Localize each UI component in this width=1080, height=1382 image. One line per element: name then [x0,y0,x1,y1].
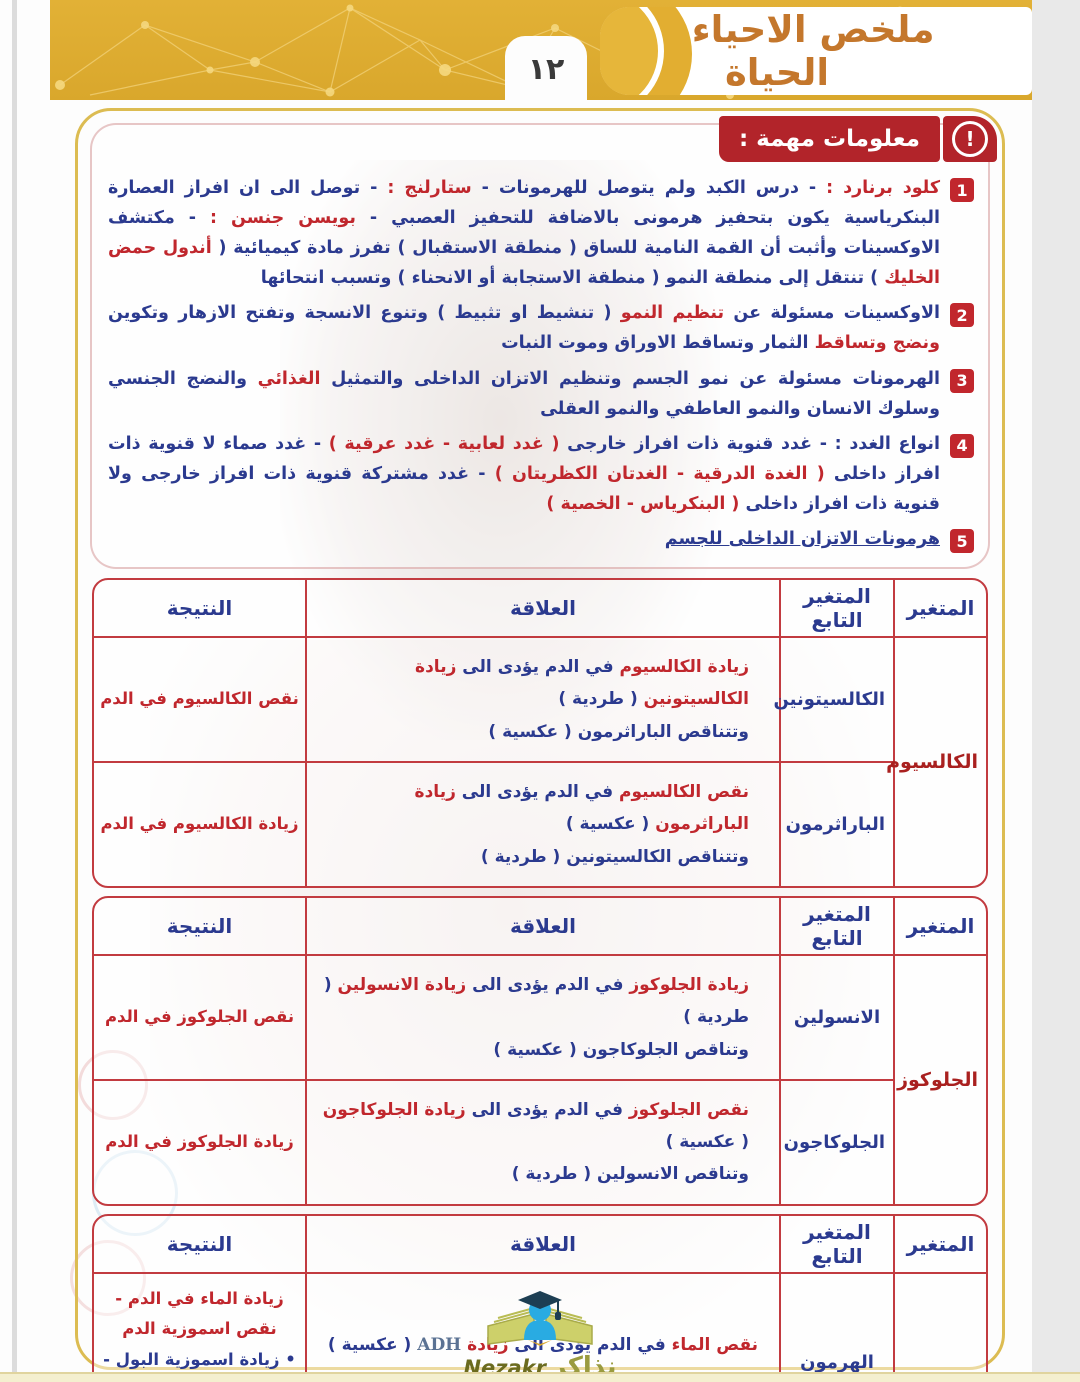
table-water-adh: المتغير المتغير التابع العلاقة النتيجة ا… [92,1213,988,1382]
variable-cell: الكالسيوم [886,636,986,886]
item-number: 5 [950,529,974,554]
col-dependent: المتغير التابع [779,1215,895,1274]
info-item-1: 1 كلود برنارد : - درس الكبد ولم يتوصل لل… [108,173,974,293]
hormone-tables: المتغير المتغير التابع العلاقة النتيجة ا… [78,569,1002,1382]
badge-label: معلومات مهمة : [718,116,940,162]
footer-logo: نذاكر Nezakr [430,1288,650,1382]
content-frame: ! معلومات مهمة : 1 كلود برنارد : - درس ا… [75,108,1005,1382]
item-text: كلود برنارد : - درس الكبد ولم يتوصل للهر… [108,178,941,289]
table-calcium: المتغير المتغير التابع العلاقة النتيجة ا… [92,578,988,888]
result-cell: زيادة الكالسيوم في الدم [94,761,307,886]
bottom-edge-strip [0,1372,1080,1382]
table-row: الجلوكوز الانسولين زيادة الجلوكوز في الد… [94,953,986,1204]
result-cell: نقص الجلوكوز في الدم [94,953,307,1081]
item-text: الهرمونات مسئولة عن نمو الجسم وتنظيم الا… [108,368,940,419]
page-right-margin [1032,0,1080,1382]
table-glucose: المتغير المتغير التابع العلاقة النتيجة ا… [92,895,988,1206]
info-item-4: 4 انواع الغدد : - غدد قنوية ذات افراز خا… [108,429,974,519]
graduation-cap [518,1291,562,1309]
item-text: انواع الغدد : - غدد قنوية ذات افراز خارج… [108,433,940,514]
crescent-ring-icon [600,7,664,95]
item-text: الاوكسينات مسئولة عن تنظيم النمو ( تنشيط… [108,303,941,354]
important-info-section: 1 كلود برنارد : - درس الكبد ولم يتوصل لل… [90,123,990,570]
important-info-badge: ! معلومات مهمة : [718,116,997,162]
item-number: 3 [950,368,974,393]
dependent-cell: الباراثرمون [779,761,895,886]
table-row: الجلوكاجون نقص الجلوكوز في الدم يؤدى الى… [94,1078,986,1204]
table-header-row: المتغير المتغير التابع العلاقة النتيجة [94,580,986,639]
exclamation-icon: ! [943,116,997,162]
variable-cell: الجلوكوز [893,953,986,1204]
col-dependent: المتغير التابع [779,580,895,639]
item-text: هرمونات الاتزان الداخلى للجسم [664,529,940,550]
result-cell: زيادة الماء في الدم - نقص اسموزية الدم • … [94,1271,307,1382]
result-cell: نقص الكالسيوم في الدم [94,636,307,764]
info-item-2: 2 الاوكسينات مسئولة عن تنظيم النمو ( تنش… [108,298,974,358]
page-number-tab: ١٢ [505,36,587,102]
dependent-cell: الجلوكاجون [779,1078,895,1204]
page-left-edge [12,0,17,1382]
col-result: النتيجة [94,1215,307,1274]
variable-cell: الماء [893,1271,986,1382]
relation-cell: نقص الجلوكوز في الدم يؤدى الى زيادة الجل… [305,1078,781,1204]
result-cell: زيادة الجلوكوز في الدم [94,1078,307,1204]
item-number: 1 [950,178,974,202]
col-variable: المتغير [893,1215,986,1274]
col-relation: العلاقة [305,897,781,956]
col-variable: المتغير [893,897,986,956]
dependent-cell: الهرمون المضاد لادرار البول ADH [779,1271,895,1382]
item-number: 4 [950,433,974,458]
item-number: 2 [950,303,974,328]
nezakr-logo-icon [487,1291,593,1346]
dependent-cell: الكالسيتونين [773,636,895,764]
relation-cell: زيادة الكالسيوم في الدم يؤدى الى زيادة ا… [305,636,781,764]
col-dependent: المتغير التابع [779,897,895,956]
col-relation: العلاقة [305,1215,781,1274]
info-item-5: 5 هرمونات الاتزان الداخلى للجسم [108,524,974,554]
title-tab: ملخص الاحياء سر الحياة [600,7,1032,95]
col-relation: العلاقة [305,580,781,639]
table-header-row: المتغير المتغير التابع العلاقة النتيجة [94,897,986,956]
info-item-3: 3 الهرمونات مسئولة عن نمو الجسم وتنظيم ا… [108,364,974,424]
col-variable: المتغير [893,580,986,639]
relation-cell: زيادة الجلوكوز في الدم يؤدى الى زيادة ال… [305,953,781,1081]
relation-cell: نقص الكالسيوم في الدم يؤدى الى زيادة الب… [305,761,781,886]
table-header-row: المتغير المتغير التابع العلاقة النتيجة [94,1215,986,1274]
col-result: النتيجة [94,897,307,956]
col-result: النتيجة [94,580,307,639]
page-number: ١٢ [527,51,565,87]
table-row: الباراثرمون نقص الكالسيوم في الدم يؤدى ا… [94,761,986,886]
student-body [524,1320,556,1340]
dependent-cell: الانسولين [779,953,895,1081]
table-row: الكالسيوم الكالسيتونين زيادة الكالسيوم ف… [94,636,986,886]
